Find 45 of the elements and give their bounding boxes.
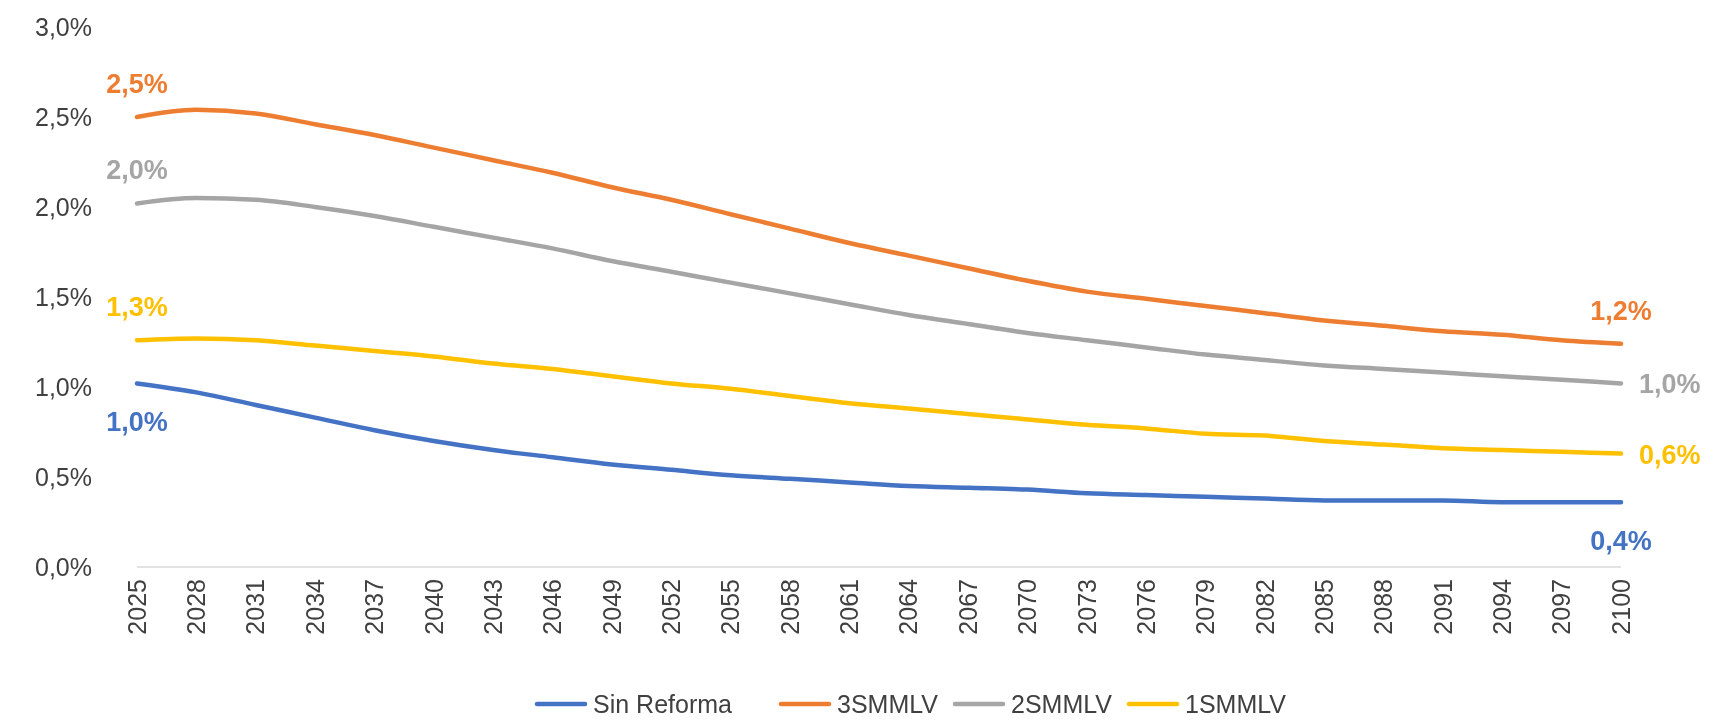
x-tick-label: 2025 xyxy=(122,579,151,635)
x-tick-label: 2031 xyxy=(241,579,270,635)
data-label: 1,0% xyxy=(1639,369,1701,400)
x-tick-label: 2043 xyxy=(478,579,507,635)
y-tick-label: 2,0% xyxy=(35,192,92,221)
data-label: 0,6% xyxy=(1639,439,1701,470)
x-tick-label: 2100 xyxy=(1606,579,1635,635)
y-tick-label: 1,5% xyxy=(35,282,92,311)
data-label: 1,3% xyxy=(106,292,168,323)
x-tick-label: 2028 xyxy=(182,579,211,635)
data-label: 1,2% xyxy=(1590,295,1652,326)
x-tick-label: 2097 xyxy=(1547,579,1576,635)
x-tick-label: 2094 xyxy=(1488,578,1517,635)
x-tick-label: 2073 xyxy=(1072,579,1101,635)
x-tick-label: 2061 xyxy=(835,579,864,635)
x-tick-label: 2052 xyxy=(656,579,685,635)
x-tick-label: 2055 xyxy=(716,579,745,635)
x-tick-label: 2034 xyxy=(300,578,329,635)
y-tick-label: 2,5% xyxy=(35,102,92,131)
data-label: 0,4% xyxy=(1590,526,1652,557)
legend-label: 2SMMLV xyxy=(1011,689,1113,718)
x-tick-label: 2037 xyxy=(360,579,389,635)
x-tick-label: 2088 xyxy=(1369,579,1398,635)
x-tick-label: 2091 xyxy=(1428,579,1457,635)
legend-label: 1SMMLV xyxy=(1185,689,1287,718)
data-label: 2,0% xyxy=(106,155,168,186)
legend-label: Sin Reforma xyxy=(593,689,733,718)
x-tick-label: 2085 xyxy=(1309,579,1338,635)
data-label: 1,0% xyxy=(106,407,168,438)
legend-label: 3SMMLV xyxy=(837,689,939,718)
y-tick-label: 0,5% xyxy=(35,462,92,491)
y-tick-label: 1,0% xyxy=(35,372,92,401)
x-tick-label: 2049 xyxy=(597,579,626,635)
data-label: 2,5% xyxy=(106,69,168,99)
x-tick-label: 2064 xyxy=(894,578,923,635)
x-tick-label: 2076 xyxy=(1131,579,1160,635)
x-tick-label: 2079 xyxy=(1191,579,1220,635)
y-tick-label: 3,0% xyxy=(35,12,92,41)
x-tick-label: 2040 xyxy=(419,579,448,635)
x-tick-label: 2082 xyxy=(1250,579,1279,635)
x-tick-label: 2070 xyxy=(1013,579,1042,635)
x-tick-label: 2046 xyxy=(538,579,567,635)
x-tick-label: 2067 xyxy=(953,579,982,635)
y-tick-label: 0,0% xyxy=(35,552,92,581)
x-tick-label: 2058 xyxy=(775,579,804,635)
